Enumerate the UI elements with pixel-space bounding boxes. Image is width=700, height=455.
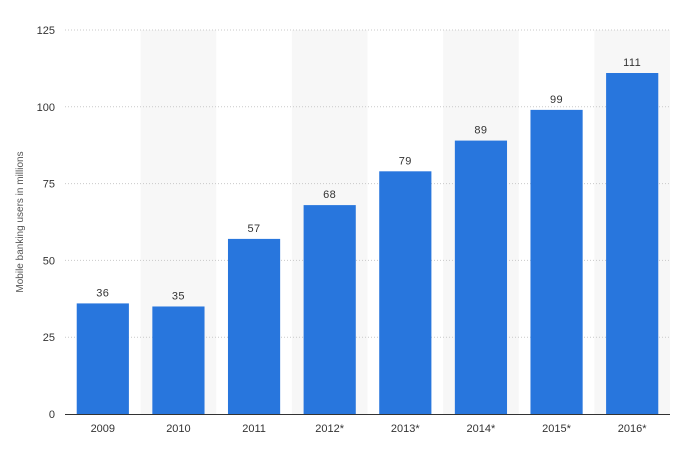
y-tick-label: 50 [43,255,55,267]
y-tick-label: 0 [49,409,55,421]
data-label: 99 [550,94,563,106]
bar [303,205,356,414]
bar [379,171,432,414]
data-label: 57 [247,223,260,235]
x-tick-label: 2013* [391,423,420,435]
y-tick-label: 125 [37,25,55,37]
data-label: 89 [474,125,487,137]
x-axis-ticks: 2009 2010 2011 2012* 2013* 2014* 2015* 2016* [91,423,648,435]
bars [76,73,659,415]
data-label: 36 [96,287,109,299]
bar [606,73,659,415]
x-tick-label: 2015* [542,423,571,435]
x-tick-label: 2012* [315,423,344,435]
x-tick-label: 2010 [166,423,190,435]
y-axis-title: Mobile banking users in millions [15,151,26,292]
data-label: 111 [623,57,641,69]
bar [530,109,583,414]
y-tick-label: 75 [43,179,55,191]
data-label: 68 [323,189,336,201]
y-axis-ticks: 0 25 50 75 100 125 [37,25,55,421]
bar [152,306,205,414]
data-label: 79 [399,155,412,167]
x-tick-label: 2016* [618,423,647,435]
x-tick-label: 2011 [242,423,266,435]
bar [454,140,508,415]
x-tick-label: 2014* [467,423,496,435]
data-labels: 36 35 57 68 79 89 99 111 [96,57,641,302]
x-tick-label: 2009 [91,423,115,435]
bar [76,303,129,414]
data-label: 35 [172,290,185,302]
bar [227,238,281,414]
y-tick-label: 100 [37,102,55,114]
y-tick-label: 25 [43,332,55,344]
